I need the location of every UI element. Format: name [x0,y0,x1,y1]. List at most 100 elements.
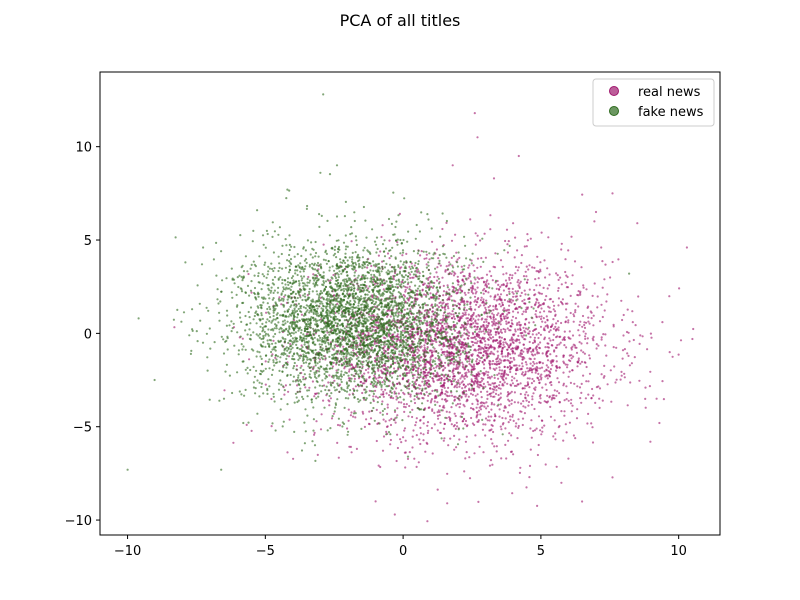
real-news-point [500,359,503,362]
real-news-point [460,375,463,378]
real-news-point [587,316,590,319]
real-news-point [527,332,531,335]
real-news-point [448,315,451,318]
real-news-point [556,335,559,338]
real-news-point [644,386,647,389]
real-news-point [552,333,555,336]
real-news-point [446,472,449,475]
real-news-point [465,451,468,454]
fake-news-point [315,279,319,282]
real-news-point [445,410,448,413]
real-news-point [489,304,492,307]
fake-news-point [283,363,286,367]
real-news-point [591,441,595,444]
real-news-point [495,389,498,392]
real-news-point [548,337,551,340]
fake-news-point [190,349,193,352]
real-news-point [442,317,445,320]
real-news-point [427,379,431,382]
real-news-point [484,347,488,350]
real-news-point [468,319,471,322]
fake-news-point [367,353,371,356]
fake-news-point [304,295,307,298]
real-news-point [509,343,512,346]
real-news-point [423,257,426,260]
real-news-point [463,377,466,380]
fake-news-point [400,359,403,362]
real-news-point [521,387,525,390]
real-news-point [498,358,501,361]
fake-news-point [255,298,258,301]
real-news-point [503,369,506,372]
real-news-point [440,388,443,391]
real-news-point [548,284,551,287]
real-news-point [510,276,514,280]
fake-news-point [395,337,399,341]
real-news-point [559,341,562,344]
fake-news-point [338,318,341,322]
real-news-point [525,275,528,278]
real-news-point [637,295,640,298]
real-news-point [412,368,415,371]
real-news-point [591,294,594,297]
fake-news-point [473,276,476,279]
real-news-point [512,292,515,295]
real-news-point [563,399,566,402]
real-news-point [463,405,466,408]
real-news-point [535,327,538,331]
fake-news-point [339,261,342,264]
real-news-point [510,399,513,402]
fake-news-point [278,328,281,331]
real-news-point [538,315,541,318]
real-news-point [490,375,493,378]
real-news-point [601,286,604,289]
fake-news-point [414,261,417,265]
real-news-point [417,461,420,464]
real-news-point [499,314,502,318]
real-news-point [588,357,592,360]
real-news-point [440,348,443,351]
real-news-point [520,402,523,405]
real-news-point [540,292,544,295]
fake-news-point [426,309,429,312]
fake-news-point [372,392,375,395]
real-news-point [506,348,509,351]
real-news-point [532,354,535,357]
real-news-point [514,328,517,331]
real-news-point [472,363,475,366]
real-news-point [493,266,497,269]
real-news-point [381,283,384,286]
real-news-point [509,415,512,418]
fake-news-point [421,359,424,362]
real-news-point [540,433,543,436]
real-news-point [468,360,471,363]
real-news-point [377,464,380,467]
real-news-point [430,315,433,318]
real-news-point [505,272,508,275]
fake-news-point [303,267,306,271]
real-news-point [508,287,511,290]
real-news-point [395,335,399,338]
fake-news-point [301,266,304,269]
real-news-point [472,367,475,370]
real-news-point [492,305,495,308]
real-news-point [575,346,578,349]
real-news-point [392,397,395,400]
real-news-point [475,360,478,363]
fake-news-point [446,268,450,271]
fake-news-point [302,270,305,273]
real-news-point [410,262,413,265]
real-news-point [626,308,629,311]
fake-news-point [287,341,290,345]
real-news-point [499,392,502,395]
real-news-point [505,284,508,287]
fake-news-point [343,406,346,409]
real-news-point [514,346,517,350]
real-news-point [555,360,558,363]
real-news-point [421,380,424,383]
real-news-point [486,338,490,341]
real-news-point [544,325,547,328]
real-news-point [453,448,456,451]
fake-news-point [268,297,271,300]
real-news-point [519,324,522,327]
